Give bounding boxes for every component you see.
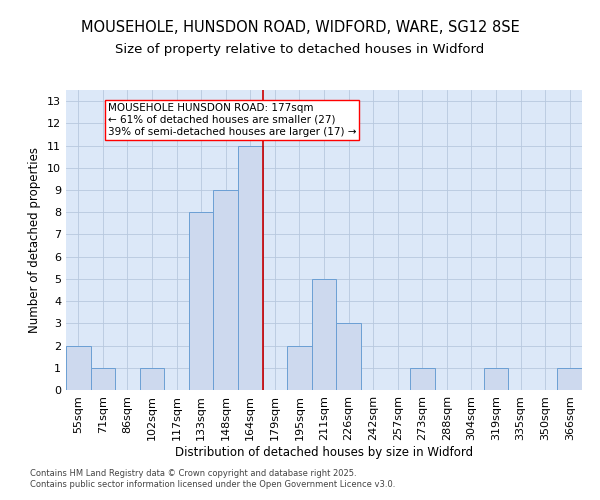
Y-axis label: Number of detached properties: Number of detached properties — [28, 147, 41, 333]
X-axis label: Distribution of detached houses by size in Widford: Distribution of detached houses by size … — [175, 446, 473, 458]
Bar — [484, 368, 508, 390]
Bar — [140, 368, 164, 390]
Bar — [410, 368, 434, 390]
Bar — [91, 368, 115, 390]
Bar — [336, 324, 361, 390]
Text: Size of property relative to detached houses in Widford: Size of property relative to detached ho… — [115, 42, 485, 56]
Text: Contains HM Land Registry data © Crown copyright and database right 2025.: Contains HM Land Registry data © Crown c… — [30, 468, 356, 477]
Text: MOUSEHOLE HUNSDON ROAD: 177sqm
← 61% of detached houses are smaller (27)
39% of : MOUSEHOLE HUNSDON ROAD: 177sqm ← 61% of … — [108, 104, 356, 136]
Bar — [557, 368, 582, 390]
Text: Contains public sector information licensed under the Open Government Licence v3: Contains public sector information licen… — [30, 480, 395, 489]
Text: MOUSEHOLE, HUNSDON ROAD, WIDFORD, WARE, SG12 8SE: MOUSEHOLE, HUNSDON ROAD, WIDFORD, WARE, … — [80, 20, 520, 35]
Bar — [214, 190, 238, 390]
Bar — [189, 212, 214, 390]
Bar — [66, 346, 91, 390]
Bar — [312, 279, 336, 390]
Bar — [287, 346, 312, 390]
Bar — [238, 146, 263, 390]
